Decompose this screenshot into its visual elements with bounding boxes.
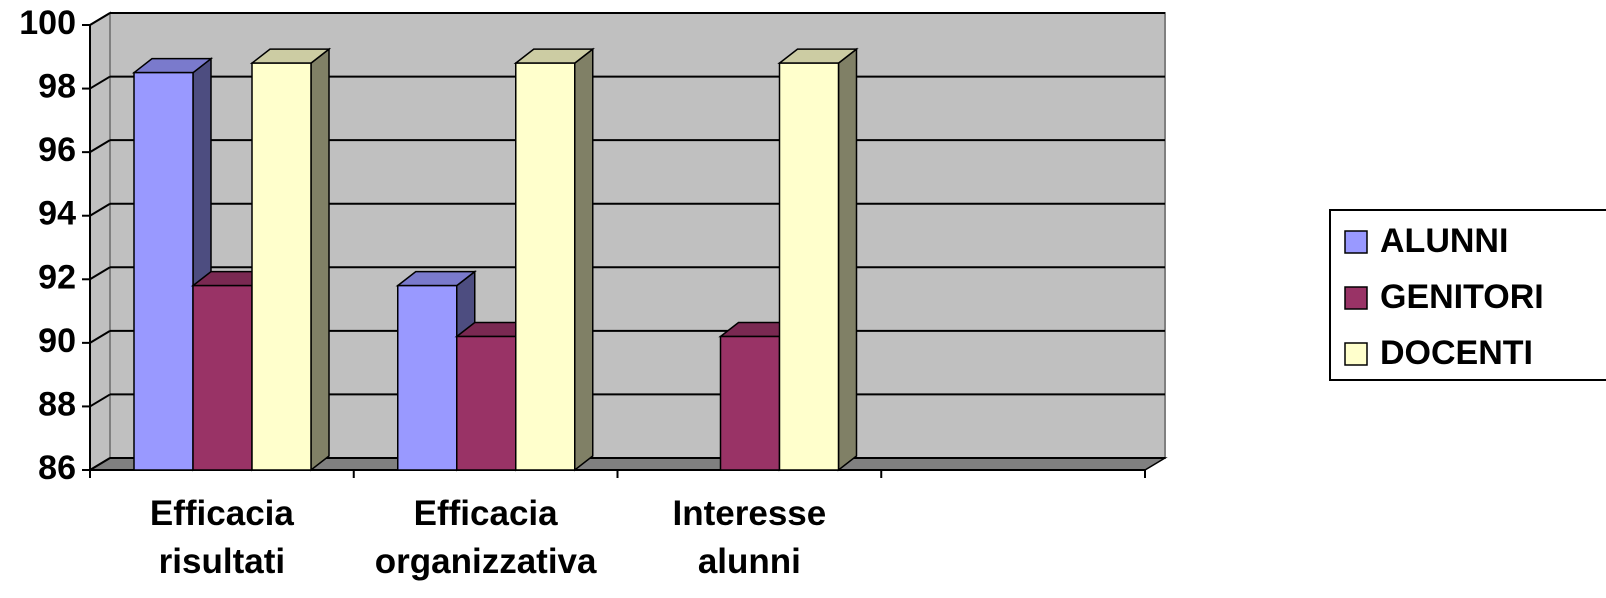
bar-front [133, 71, 194, 471]
grid-line [89, 12, 111, 26]
legend-swatch [1344, 230, 1368, 254]
bar-front [456, 335, 517, 471]
grid-line [89, 393, 111, 408]
x-tick-label: Efficacia risultati [149, 494, 294, 581]
y-tick-label: 96 [38, 131, 76, 169]
y-tick-label: 92 [38, 258, 76, 296]
x-tick-label: Interesse alunni [672, 494, 827, 581]
bar [249, 47, 332, 472]
bar-side [310, 47, 330, 472]
legend-label: GENITORI [1380, 278, 1544, 316]
bar-front [192, 284, 253, 471]
bar-side [574, 47, 594, 472]
legend-label: ALUNNI [1380, 222, 1508, 260]
y-tick-label: 86 [38, 449, 76, 487]
bar [513, 47, 595, 472]
x-tick-label: Efficacia organizzativa [374, 494, 597, 581]
bar [777, 47, 859, 472]
bar-front [515, 62, 576, 471]
grid-line [89, 266, 111, 281]
y-tick-label: 94 [38, 195, 76, 233]
grid-line [89, 75, 111, 90]
y-tick-label: 90 [38, 322, 76, 360]
bar-side [837, 47, 858, 472]
legend-swatch [1344, 342, 1368, 366]
grid-line [89, 457, 111, 471]
grid-line [89, 139, 111, 154]
legend-label: DOCENTI [1380, 334, 1533, 372]
legend-swatch [1344, 286, 1368, 310]
y-tick-label: 98 [38, 68, 76, 106]
legend-box [1329, 209, 1606, 381]
bar-front [397, 284, 458, 471]
bar-front [778, 62, 840, 471]
grid-line [89, 329, 111, 344]
bar-front [719, 335, 781, 471]
bar-front [251, 62, 312, 471]
y-tick-label: 88 [38, 385, 76, 423]
grid-line [89, 202, 111, 217]
y-tick-label: 100 [19, 4, 76, 42]
